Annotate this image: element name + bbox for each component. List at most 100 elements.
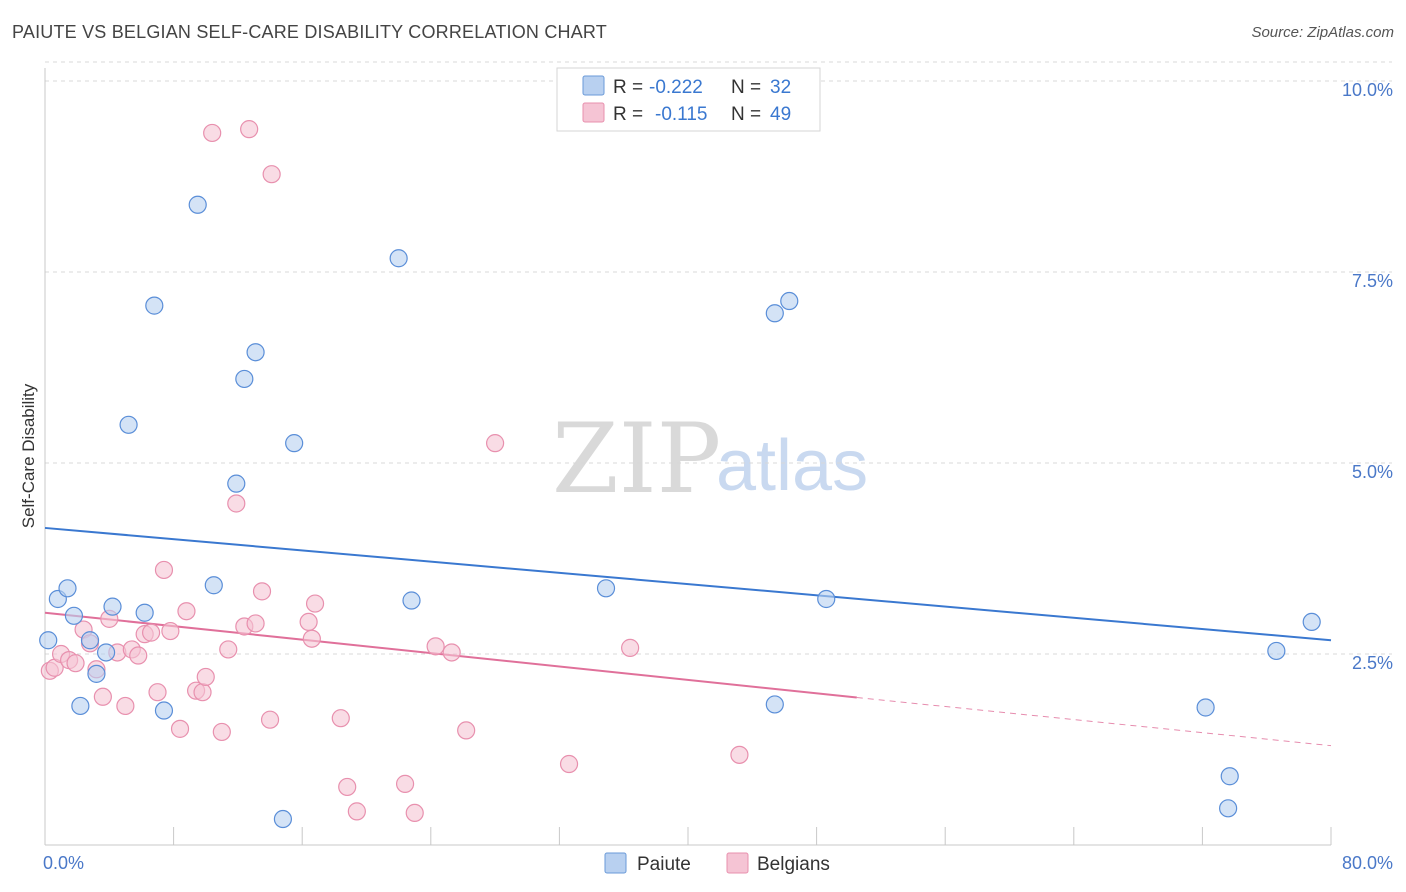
paiute-point[interactable] (765, 304, 784, 323)
belgians-point[interactable] (161, 621, 180, 641)
belgians-point[interactable] (621, 638, 640, 657)
belgians-point[interactable] (442, 643, 461, 662)
paiute-point[interactable] (235, 369, 254, 389)
belgians-point[interactable] (177, 602, 196, 621)
belgians-point[interactable] (262, 165, 281, 184)
belgians-point[interactable] (193, 683, 212, 702)
belgians-point[interactable] (338, 777, 357, 797)
stats-legend-belgians-swatch (582, 102, 605, 123)
trend-lines (44, 526, 1332, 747)
legend-belgians-label[interactable]: Belgians (757, 854, 830, 875)
belgians-r-value: -0.115 (655, 104, 707, 125)
paiute-point[interactable] (103, 597, 122, 616)
paiute-point[interactable] (188, 195, 207, 214)
paiute-point[interactable] (817, 589, 836, 609)
belgians-point[interactable] (219, 640, 238, 659)
grid (45, 61, 1392, 655)
belgians-point[interactable] (148, 683, 167, 702)
belgians-point[interactable] (331, 709, 350, 728)
belgians-point[interactable] (129, 646, 148, 665)
paiute-trend-line (44, 526, 1332, 642)
belgians-point[interactable] (116, 696, 135, 716)
paiute-point[interactable] (119, 415, 138, 434)
paiute-point[interactable] (1302, 612, 1321, 632)
x-tick-label-max: 80.0% (1342, 853, 1393, 873)
y-axis-label: Self-Care Disability (19, 383, 38, 528)
belgians-point[interactable] (154, 560, 174, 580)
belgians-point[interactable] (246, 614, 265, 633)
belgians-point[interactable] (203, 123, 222, 143)
belgians-point[interactable] (305, 594, 325, 613)
belgians-point[interactable] (395, 774, 415, 793)
paiute-r-label: R = (613, 77, 643, 98)
belgians-point[interactable] (66, 654, 85, 673)
x-tick-label-min: 0.0% (43, 853, 84, 873)
legend-belgians-swatch[interactable] (726, 852, 749, 874)
paiute-point[interactable] (71, 696, 90, 716)
belgians-point[interactable] (141, 623, 161, 642)
legend-paiute-swatch[interactable] (604, 852, 627, 874)
belgians-point[interactable] (170, 719, 190, 738)
paiute-point[interactable] (96, 643, 116, 662)
legend-paiute-label[interactable]: Paiute (637, 854, 691, 875)
paiute-point[interactable] (1196, 698, 1215, 717)
watermark-atlas: atlas (716, 426, 868, 506)
paiute-point[interactable] (780, 291, 799, 311)
paiute-r-value: -0.222 (649, 77, 703, 98)
belgians-point[interactable] (457, 721, 476, 740)
paiute-point[interactable] (1267, 641, 1286, 661)
belgians-n-value: 49 (770, 104, 791, 125)
paiute-point[interactable] (1219, 799, 1238, 818)
paiute-point[interactable] (39, 631, 58, 650)
paiute-point[interactable] (87, 664, 106, 683)
belgians-point[interactable] (405, 803, 424, 823)
belgians-n-label: N = (731, 104, 761, 125)
belgians-point[interactable] (426, 637, 445, 656)
belgians-point[interactable] (730, 745, 749, 764)
belgians-point[interactable] (486, 434, 505, 453)
y-tick-label: 5.0% (1352, 462, 1393, 482)
paiute-point[interactable] (1220, 767, 1239, 786)
y-tick-labels: 2.5% 5.0% 7.5% 10.0% (1342, 80, 1393, 673)
stats-legend-paiute-swatch (582, 75, 605, 96)
paiute-point[interactable] (135, 603, 154, 622)
paiute-point[interactable] (204, 576, 223, 595)
belgians-r-label: R = (613, 104, 643, 125)
belgians-point[interactable] (240, 120, 259, 139)
y-tick-label: 10.0% (1342, 80, 1393, 100)
belgians-point[interactable] (93, 687, 112, 706)
belgians-point[interactable] (559, 754, 579, 774)
paiute-point[interactable] (64, 606, 84, 625)
stats-legend: R = -0.222 N = 32 R = -0.115 N = 49 (556, 67, 821, 132)
paiute-point[interactable] (154, 701, 174, 720)
paiute-n-value: 32 (770, 77, 791, 98)
y-tick-label: 7.5% (1352, 271, 1393, 291)
belgians-point[interactable] (196, 667, 215, 687)
paiute-point[interactable] (285, 434, 304, 453)
belgians-point[interactable] (302, 629, 321, 648)
belgians-trend-extension (856, 697, 1332, 747)
paiute-point[interactable] (58, 579, 77, 598)
paiute-point[interactable] (145, 296, 164, 315)
belgians-point[interactable] (299, 612, 318, 632)
chart-title: PAIUTE VS BELGIAN SELF-CARE DISABILITY C… (12, 22, 608, 42)
paiute-point[interactable] (389, 249, 408, 268)
belgians-point[interactable] (347, 802, 366, 821)
data-points (39, 120, 1321, 829)
paiute-point[interactable] (765, 695, 784, 714)
paiute-point[interactable] (246, 343, 265, 362)
source-label: Source: ZipAtlas.com (1251, 24, 1394, 41)
y-tick-label: 2.5% (1352, 653, 1393, 673)
series-legend: Paiute Belgians (604, 852, 830, 875)
paiute-point[interactable] (402, 591, 421, 610)
belgians-point[interactable] (212, 722, 231, 742)
belgians-point[interactable] (252, 582, 272, 601)
paiute-point[interactable] (273, 809, 293, 829)
belgians-point[interactable] (260, 710, 280, 729)
paiute-point[interactable] (596, 579, 616, 598)
belgians-point[interactable] (227, 494, 246, 513)
paiute-n-label: N = (731, 77, 761, 98)
paiute-point[interactable] (227, 474, 246, 493)
paiute-point[interactable] (80, 631, 100, 650)
